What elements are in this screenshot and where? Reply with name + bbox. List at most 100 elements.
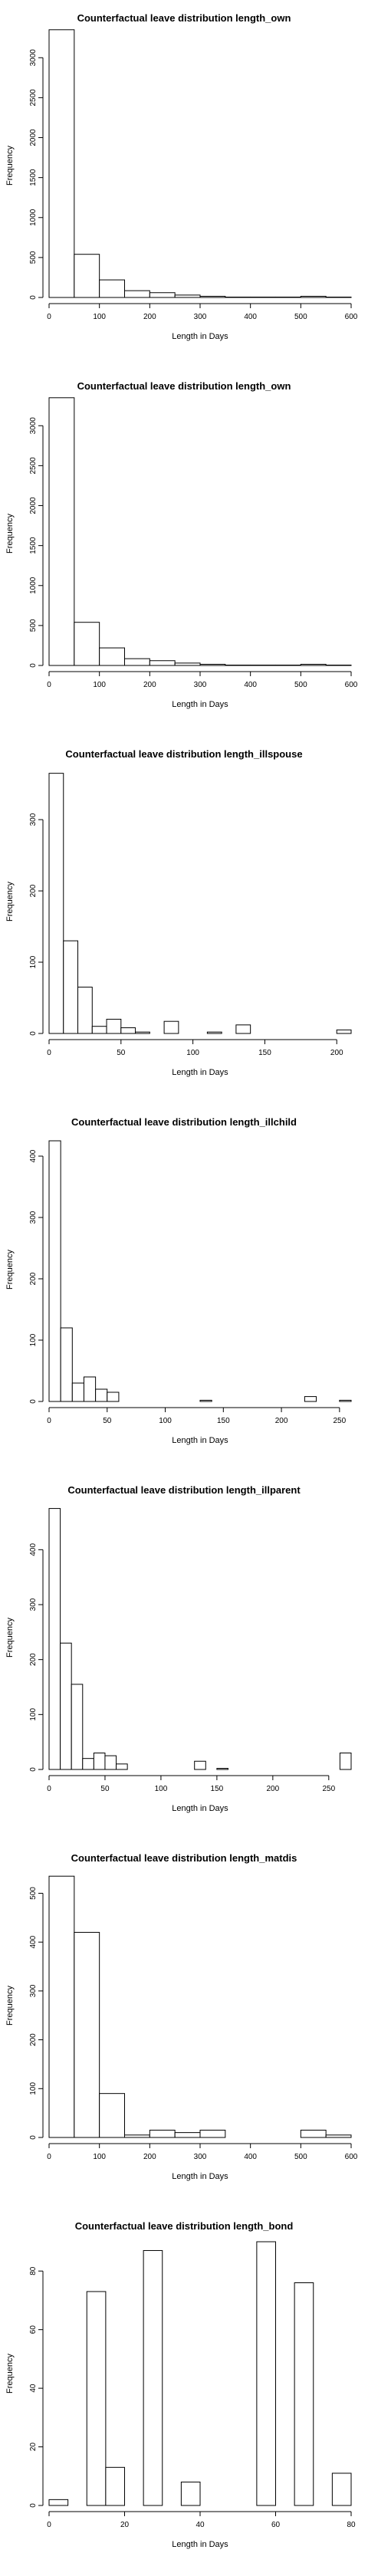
- x-tick-label: 500: [294, 313, 307, 321]
- x-tick-label: 400: [244, 2153, 257, 2161]
- x-tick-label: 100: [93, 681, 106, 689]
- x-axis-title: Length in Days: [172, 2540, 228, 2549]
- x-tick-label: 80: [347, 2521, 356, 2529]
- y-tick-label: 200: [29, 1653, 38, 1666]
- x-tick-label: 200: [330, 1049, 343, 1057]
- histogram-bar: [300, 295, 327, 298]
- x-tick-label: 600: [345, 681, 358, 689]
- x-tick-label: 500: [294, 2153, 307, 2161]
- y-tick-label: 200: [29, 884, 38, 897]
- y-tick-label: 20: [29, 2443, 38, 2452]
- histogram-bar: [95, 1388, 108, 1402]
- histogram-bar: [48, 1508, 61, 1770]
- histogram-bar: [199, 295, 226, 298]
- histogram-bar: [336, 1029, 352, 1034]
- chart-title: Counterfactual leave distribution length…: [77, 380, 291, 392]
- y-tick-label: 200: [29, 1272, 38, 1285]
- histogram-bar: [60, 1327, 73, 1402]
- y-tick-label: 2500: [29, 89, 38, 107]
- y-tick-label: 400: [29, 1149, 38, 1162]
- x-tick-label: 50: [103, 1417, 112, 1425]
- x-tick-label: 60: [271, 2521, 281, 2529]
- y-tick-label: 500: [29, 619, 38, 632]
- histogram-bar: [174, 294, 201, 298]
- histogram-bar: [199, 2129, 226, 2138]
- x-tick-label: 0: [47, 2521, 51, 2529]
- x-tick-label: 150: [217, 1417, 230, 1425]
- y-axis-title: Frequency: [5, 146, 15, 186]
- x-tick-label: 0: [47, 681, 51, 689]
- x-tick-label: 150: [211, 1785, 224, 1793]
- histogram-chart: Counterfactual leave distribution length…: [5, 380, 358, 709]
- histogram-bar: [339, 1753, 352, 1770]
- histogram-bar: [77, 987, 93, 1034]
- y-tick-label: 100: [29, 1333, 38, 1346]
- histogram-bar: [93, 1753, 106, 1770]
- x-tick-label: 400: [244, 681, 257, 689]
- y-tick-label: 200: [29, 2033, 38, 2046]
- x-tick-label: 40: [196, 2521, 205, 2529]
- histogram-bar: [300, 2129, 327, 2138]
- histogram-bar: [199, 663, 226, 666]
- histogram-bar: [106, 1018, 122, 1034]
- y-tick-label: 0: [29, 2135, 38, 2140]
- histogram-bar: [331, 2472, 352, 2506]
- y-tick-label: 0: [29, 1767, 38, 1772]
- histogram-bar: [256, 2241, 277, 2506]
- y-tick-label: 0: [29, 295, 38, 300]
- histogram-chart: Counterfactual leave distribution length…: [5, 2220, 356, 2549]
- y-tick-label: 0: [29, 663, 38, 668]
- x-tick-label: 100: [186, 1049, 199, 1057]
- x-tick-label: 250: [322, 1785, 335, 1793]
- histogram-bar: [83, 1376, 97, 1402]
- y-tick-label: 300: [29, 1598, 38, 1611]
- histogram-bar: [104, 1755, 117, 1770]
- y-tick-label: 0: [29, 1399, 38, 1404]
- x-tick-label: 200: [143, 2153, 156, 2161]
- x-tick-label: 20: [120, 2521, 130, 2529]
- x-axis-title: Length in Days: [172, 1068, 228, 1077]
- x-tick-label: 400: [244, 313, 257, 321]
- y-axis-title: Frequency: [5, 1986, 15, 2026]
- histogram-bar: [105, 2466, 126, 2506]
- histogram-chart: Counterfactual leave distribution length…: [5, 1852, 358, 2181]
- histogram-bar: [120, 1027, 136, 1034]
- chart-title: Counterfactual leave distribution length…: [71, 1852, 297, 1864]
- x-tick-label: 150: [258, 1049, 271, 1057]
- y-tick-label: 500: [29, 1887, 38, 1900]
- x-tick-label: 200: [143, 313, 156, 321]
- y-tick-label: 1000: [29, 577, 38, 594]
- y-tick-label: 100: [29, 955, 38, 968]
- histogram-bar: [149, 660, 176, 666]
- histogram-chart: Counterfactual leave distribution length…: [5, 1484, 352, 1813]
- y-tick-label: 1500: [29, 537, 38, 554]
- x-tick-label: 100: [93, 313, 106, 321]
- histogram-bar: [339, 1399, 352, 1402]
- histogram-bar: [82, 1758, 94, 1770]
- histogram-bar: [91, 1026, 107, 1034]
- y-tick-label: 300: [29, 813, 38, 826]
- histogram-bar: [180, 2481, 201, 2506]
- x-axis-title: Length in Days: [172, 1436, 228, 1445]
- histogram-bar: [199, 1399, 212, 1402]
- histogram-bar: [48, 1140, 61, 1402]
- y-tick-label: 400: [29, 1935, 38, 1948]
- histogram-bar: [60, 1642, 72, 1770]
- y-tick-label: 2000: [29, 497, 38, 514]
- histogram-bar: [206, 1031, 222, 1034]
- histogram-bar: [116, 1763, 128, 1770]
- chart-title: Counterfactual leave distribution length…: [75, 2220, 294, 2232]
- x-tick-label: 50: [100, 1785, 110, 1793]
- x-tick-label: 500: [294, 681, 307, 689]
- x-tick-label: 600: [345, 2153, 358, 2161]
- histogram-chart: Counterfactual leave distribution length…: [5, 1116, 352, 1445]
- histogram-bar: [107, 1392, 120, 1402]
- chart-title: Counterfactual leave distribution length…: [77, 12, 291, 24]
- y-tick-label: 2500: [29, 457, 38, 475]
- histogram-bar: [99, 647, 125, 666]
- chart-title: Counterfactual leave distribution length…: [65, 748, 302, 760]
- histogram-bar: [99, 2093, 125, 2138]
- x-tick-label: 200: [143, 681, 156, 689]
- x-axis-title: Length in Days: [172, 332, 228, 341]
- y-axis-title: Frequency: [5, 2354, 15, 2394]
